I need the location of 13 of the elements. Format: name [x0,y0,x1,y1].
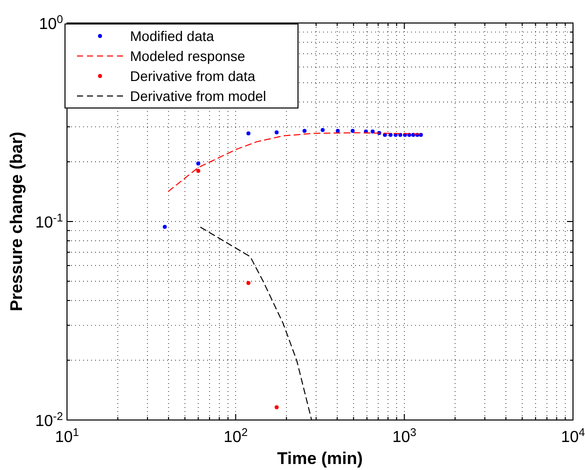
x-tick-label: 10$^{1}$ [54,427,80,446]
y-tick-label: 10$^{-2}$ [35,411,63,430]
x-tick-label: 10$^{3}$ [392,427,416,446]
y-axis-title: Pressure change (bar) [7,132,26,312]
x-tick-label: 10$^{2}$ [224,427,248,446]
x-tick-label: 10$^{4}$ [560,427,585,446]
legend-label: Derivative from model [130,88,266,104]
y-tick-label: 10$^{-1}$ [35,212,63,232]
legend-label: Modeled response [130,48,246,64]
x-axis-title: Time (min) [277,449,363,468]
y-tick-label: 10$^{0}$ [38,14,63,33]
legend-label: Modified data [130,28,214,44]
legend-label: Derivative from data [130,68,256,84]
